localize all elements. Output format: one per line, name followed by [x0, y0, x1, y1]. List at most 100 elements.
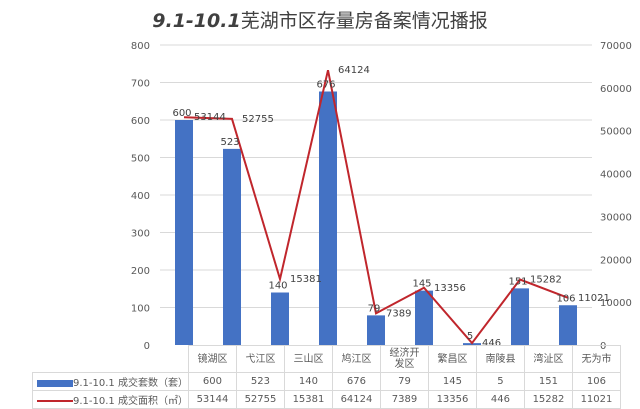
- table-cell: 446: [475, 390, 525, 409]
- legend-label-line: 9.1-10.1 成交面积（㎡）: [73, 396, 188, 407]
- bar: [511, 288, 529, 345]
- line-value-label: 446: [482, 338, 501, 349]
- bar-series: [175, 91, 577, 345]
- area-line: [183, 69, 569, 345]
- table-cell: 11021: [571, 390, 621, 409]
- left-axis-tick: 700: [131, 79, 150, 90]
- bar-value-label: 5: [467, 331, 473, 342]
- left-axis-tick: 600: [131, 116, 150, 127]
- table-cell: 53144: [187, 390, 237, 409]
- chart-title: 9.1-10.1芜湖市区存量房备案情况播报: [0, 6, 640, 33]
- bar: [559, 305, 577, 345]
- bar-value-label: 79: [368, 303, 381, 314]
- category-label: 三山区: [283, 345, 333, 373]
- data-table-row-line: 9.1-10.1 成交面积（㎡） 53144 52755 15381 64124 738…: [32, 390, 621, 409]
- data-table-corner: [33, 346, 189, 373]
- left-axis: 0 100 200 300 400 500 600 700 800: [131, 41, 150, 352]
- table-cell: 145: [427, 372, 477, 391]
- right-axis-tick: 60000: [600, 84, 632, 95]
- line-value-label: 53144: [194, 112, 226, 123]
- table-cell: 151: [523, 372, 573, 391]
- right-axis-tick: 10000: [600, 298, 632, 309]
- left-axis-tick: 500: [131, 154, 150, 165]
- table-cell: 15381: [283, 390, 333, 409]
- bar-value-label: 600: [172, 108, 191, 119]
- right-axis-tick: 40000: [600, 170, 632, 181]
- right-axis-tick: 70000: [600, 41, 632, 52]
- category-label-line: 湾沚区: [533, 353, 564, 365]
- category-label-line: 南陵县: [485, 353, 516, 365]
- data-table: 镜湖区 弋江区 三山区 鸠江区 经济开 发区 繁昌区 南陵县 湾沚区 无为市 9.1-10.1 成…: [32, 345, 621, 409]
- line-series: [183, 69, 569, 345]
- line-value-label: 15282: [530, 275, 562, 286]
- category-label-line: 无为市: [581, 353, 612, 365]
- table-cell: 600: [187, 372, 237, 391]
- chart-title-text: 芜湖市区存量房备案情况播报: [240, 10, 488, 32]
- right-axis-tick: 50000: [600, 127, 632, 138]
- line-value-label: 13356: [434, 283, 466, 294]
- bar: [319, 91, 337, 345]
- category-label: 繁昌区: [427, 345, 477, 373]
- table-cell: 106: [571, 372, 621, 391]
- bar: [415, 290, 433, 345]
- bar: [271, 292, 289, 345]
- bar-value-label: 676: [316, 80, 335, 91]
- table-cell: 64124: [331, 390, 381, 409]
- line-value-label: 52755: [242, 114, 274, 125]
- chart-title-date: 9.1-10.1: [152, 10, 241, 32]
- category-label: 经济开 发区: [379, 345, 429, 373]
- line-value-label: 11021: [578, 293, 610, 304]
- category-label: 湾沚区: [523, 345, 573, 373]
- legend-item-line: 9.1-10.1 成交面积（㎡）: [32, 390, 189, 409]
- left-axis-tick: 100: [131, 304, 150, 315]
- legend-label-bars: 9.1-10.1 成交套数（套）: [73, 378, 188, 389]
- bar: [367, 315, 385, 345]
- category-label: 无为市: [571, 345, 621, 373]
- bar-value-label: 140: [268, 281, 287, 292]
- category-label: 鸠江区: [331, 345, 381, 373]
- data-table-row-bars: 9.1-10.1 成交套数（套） 600 523 140 676 79 145 5 151 10…: [32, 372, 621, 391]
- category-label-line: 三山区: [293, 353, 324, 365]
- category-label-line: 发区: [394, 359, 415, 370]
- table-cell: 13356: [427, 390, 477, 409]
- left-axis-tick: 800: [131, 41, 150, 52]
- left-axis-tick: 0: [144, 341, 150, 352]
- right-axis-tick: 30000: [600, 212, 632, 223]
- line-value-label: 7389: [386, 308, 411, 319]
- category-label: 弋江区: [235, 345, 285, 373]
- line-value-label: 64124: [338, 65, 370, 76]
- table-cell: 523: [235, 372, 285, 391]
- bar-value-label: 523: [220, 137, 239, 148]
- bar: [223, 148, 241, 345]
- table-cell: 676: [331, 372, 381, 391]
- category-label-line: 弋江区: [245, 353, 276, 365]
- table-cell: 140: [283, 372, 333, 391]
- bar-value-label: 106: [556, 293, 575, 304]
- category-label: 南陵县: [475, 345, 525, 373]
- category-label-line: 繁昌区: [437, 353, 468, 365]
- bar-value-label: 145: [412, 279, 431, 290]
- legend-item-bars: 9.1-10.1 成交套数（套）: [32, 372, 189, 391]
- legend-line-swatch: [37, 400, 73, 402]
- data-labels: 600 523 140 676 79 145 5 151 106 53144 52755 15381 6…: [172, 65, 609, 349]
- bar-value-label: 151: [508, 276, 527, 287]
- table-cell: 15282: [523, 390, 573, 409]
- legend-bar-swatch: [37, 379, 73, 387]
- table-cell: 7389: [379, 390, 429, 409]
- left-axis-tick: 300: [131, 229, 150, 240]
- table-cell: 5: [475, 372, 525, 391]
- right-axis-tick: 20000: [600, 255, 632, 266]
- bar: [175, 120, 193, 345]
- category-label-line: 鸠江区: [341, 353, 372, 365]
- line-value-label: 15381: [290, 274, 322, 285]
- left-axis-tick: 400: [131, 191, 150, 202]
- table-cell: 52755: [235, 390, 285, 409]
- category-label: 镜湖区: [187, 345, 237, 373]
- category-label-line: 经济开: [389, 348, 420, 359]
- left-axis-tick: 200: [131, 266, 150, 277]
- data-table-header: 镜湖区 弋江区 三山区 鸠江区 经济开 发区 繁昌区 南陵县 湾沚区 无为市: [33, 345, 621, 373]
- category-label-line: 镜湖区: [197, 353, 228, 365]
- table-cell: 79: [379, 372, 429, 391]
